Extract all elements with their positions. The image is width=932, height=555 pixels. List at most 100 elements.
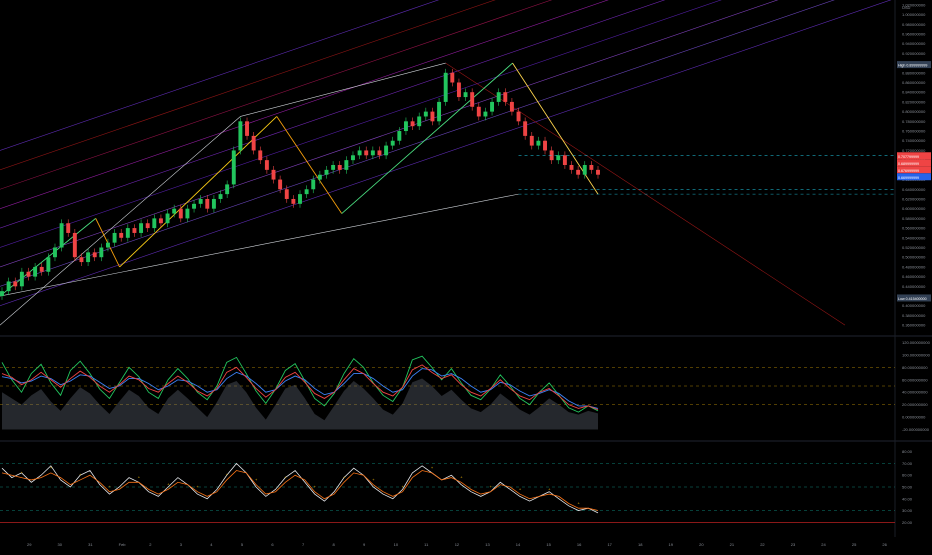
time-axis-tick-label: 18 — [638, 542, 643, 547]
osc1-axis-tick-label: 120.000000000 — [902, 340, 931, 345]
candle-body — [543, 140, 547, 151]
osc2-axis-tick-label: 60.00 — [902, 473, 913, 478]
candle-body — [238, 121, 243, 151]
time-axis-tick-label: 31 — [88, 542, 93, 547]
candle-body — [165, 213, 170, 224]
candle-body — [397, 131, 402, 141]
time-axis-tick-label: Feb — [119, 542, 127, 547]
price-axis-tick-label: 0.360000000 — [902, 323, 926, 328]
price-tag-bg — [897, 152, 931, 160]
price-axis-tick-label: 0.800000000 — [902, 109, 926, 114]
osc2-cross-marker: + — [431, 465, 434, 470]
osc2-cross-marker: + — [284, 475, 287, 480]
candle-body — [264, 160, 269, 170]
price-axis-tick-label: 1.020000000 — [902, 2, 926, 7]
wave-segment — [341, 62, 513, 214]
candle-body — [536, 140, 541, 146]
low-badge: Low 0.415400000 — [898, 297, 927, 301]
candle-body — [26, 271, 31, 277]
osc2-series-line — [1, 470, 599, 511]
price-axis-tick-label: 0.380000000 — [902, 313, 926, 318]
channel-line — [0, 0, 496, 171]
price-axis-tick-label: 0.980000000 — [902, 22, 926, 27]
candle-body — [331, 165, 336, 170]
price-axis-tick-label: 1.000000000 — [902, 12, 926, 17]
price-axis-tick-label: 0.460000000 — [902, 274, 926, 279]
osc2-cross-marker: + — [402, 484, 405, 489]
price-tag: 0.707799999 — [898, 155, 919, 159]
candle-body — [119, 232, 124, 238]
candle-body — [357, 150, 362, 156]
price-tag-bg — [897, 166, 931, 174]
candle-body — [92, 252, 97, 258]
candle-body — [437, 101, 442, 122]
price-axis-tick-label: 0.960000000 — [902, 31, 926, 36]
channel-line — [0, 0, 722, 248]
osc2-series-line — [1, 462, 599, 514]
osc2-cross-marker: + — [548, 486, 551, 491]
candle-body — [291, 198, 296, 204]
candle-body — [19, 271, 24, 287]
candle-body — [364, 150, 369, 156]
osc2-cross-marker: + — [577, 500, 580, 505]
price-axis-tick-label: 0.920000000 — [902, 51, 926, 56]
osc2-cross-marker: + — [21, 470, 24, 475]
candle-body — [344, 160, 349, 170]
candle-body — [463, 92, 468, 98]
candle-body — [139, 223, 144, 233]
candle-body — [390, 140, 395, 146]
price-tag: 0.676999999 — [898, 169, 919, 173]
candle-body — [86, 252, 91, 263]
candle-body — [337, 165, 342, 170]
time-axis-tick-label: 24 — [821, 542, 826, 547]
candle-body — [59, 223, 64, 248]
price-axis-tick-label: 0.580000000 — [902, 216, 926, 221]
candle-body — [298, 194, 302, 204]
candle-body — [13, 281, 18, 287]
candle-body — [589, 165, 594, 170]
candle-body — [258, 150, 263, 161]
candle-body — [245, 121, 249, 136]
candle-body — [384, 145, 389, 156]
price-axis-tick-label: 0.860000000 — [902, 80, 926, 85]
osc2-cross-marker: + — [460, 475, 463, 480]
wave-segment — [276, 116, 343, 214]
time-axis-tick-label: 30 — [58, 542, 63, 547]
price-tag: 0.689999999 — [898, 162, 919, 166]
candle-body — [125, 228, 130, 238]
candle-body — [105, 242, 110, 248]
time-axis-tick-label: 8 — [333, 542, 336, 547]
osc1-axis-tick-label: 0.000000000 — [902, 415, 926, 420]
candle-body — [271, 169, 276, 180]
channel-line — [0, 0, 666, 229]
time-axis-tick-label: 19 — [669, 542, 674, 547]
osc2-cross-marker: + — [50, 465, 53, 470]
osc1-axis-tick-label: 100.000000000 — [902, 352, 931, 357]
candle-body — [417, 116, 422, 127]
candle-body — [490, 101, 495, 112]
candle-body — [483, 111, 488, 117]
osc1-series-line — [1, 355, 599, 413]
osc2-axis-tick-label: 50.00 — [902, 485, 913, 490]
osc2-cross-marker: + — [226, 472, 229, 477]
candle-body — [99, 247, 104, 258]
envelope-line — [240, 62, 446, 117]
osc2-cross-marker: + — [255, 477, 258, 482]
time-axis-tick-label: 20 — [699, 542, 704, 547]
candle-body — [172, 208, 177, 214]
high-badge-bg — [897, 61, 931, 69]
candle-body — [496, 92, 501, 102]
osc2-cross-marker: + — [490, 484, 493, 489]
candle-body — [430, 111, 435, 122]
candle-body — [0, 291, 4, 297]
price-axis-tick-label: 0.400000000 — [902, 303, 926, 308]
price-axis-tick-label: 0.880000000 — [902, 70, 926, 75]
candle-body — [72, 232, 77, 258]
price-axis-tick-label: 0.560000000 — [902, 226, 926, 231]
candle-body — [476, 106, 481, 117]
time-axis-tick-label: 23 — [791, 542, 796, 547]
time-axis-tick-label: 6 — [271, 542, 274, 547]
